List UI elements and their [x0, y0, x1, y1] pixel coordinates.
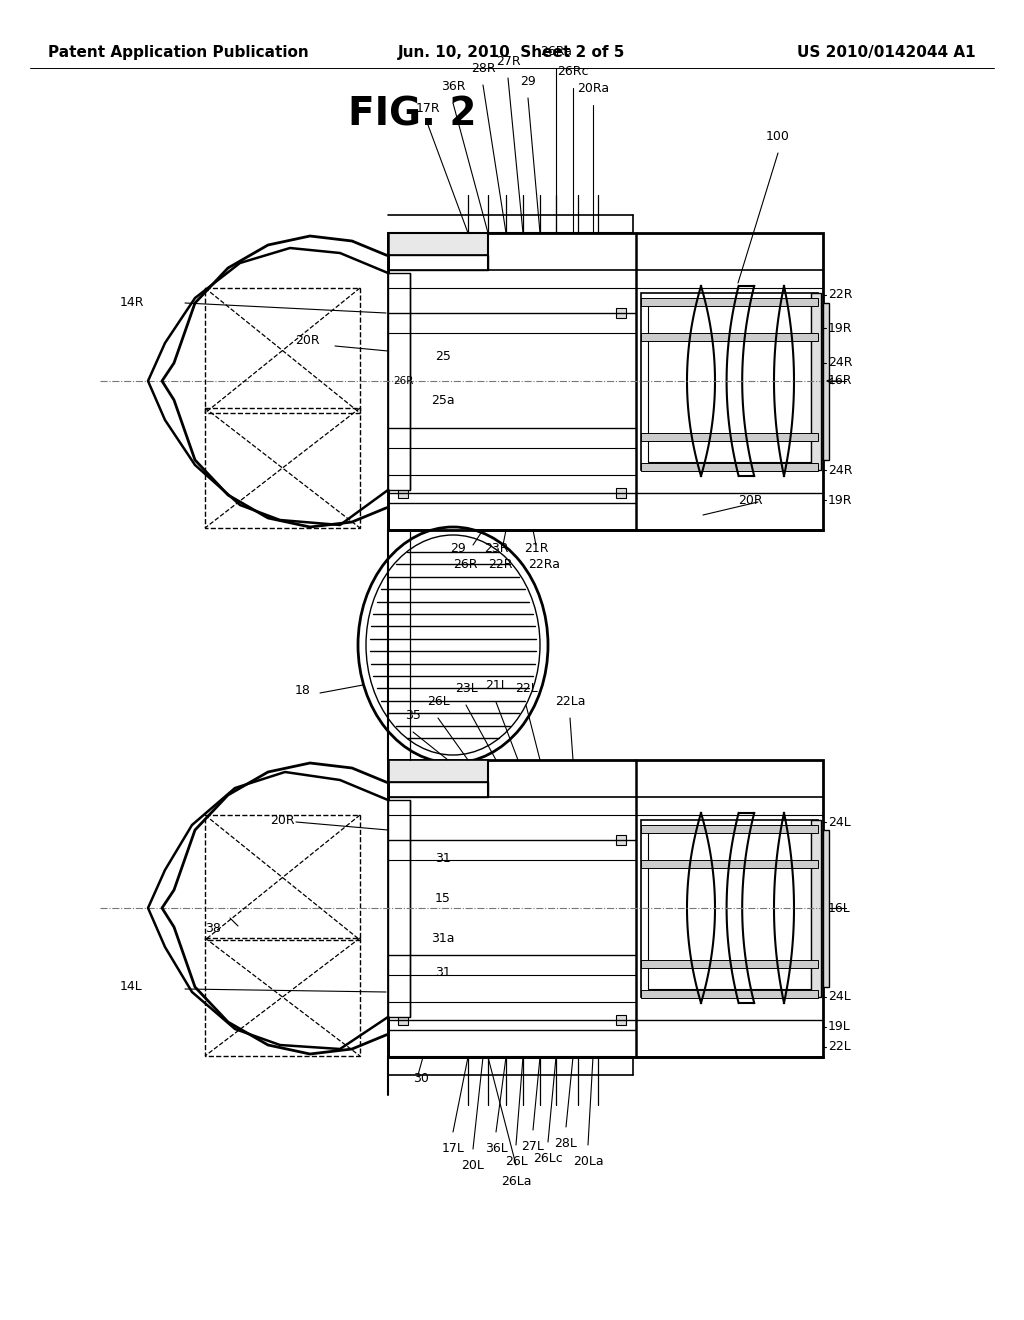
- Bar: [398, 488, 408, 498]
- Text: 24L: 24L: [828, 990, 851, 1003]
- Text: 14R: 14R: [120, 297, 144, 309]
- Text: 22R: 22R: [828, 289, 853, 301]
- Text: 29: 29: [520, 75, 536, 88]
- Bar: [616, 1015, 626, 1026]
- Text: 29: 29: [451, 541, 466, 554]
- Bar: [388, 234, 488, 255]
- Bar: [616, 488, 626, 498]
- Text: FIG. 2: FIG. 2: [348, 96, 476, 135]
- Text: 25a: 25a: [431, 395, 455, 408]
- Bar: [616, 308, 626, 318]
- Bar: [205, 408, 360, 528]
- Bar: [641, 990, 818, 998]
- Text: 24R: 24R: [828, 356, 853, 370]
- Text: 26R: 26R: [453, 558, 477, 572]
- Bar: [388, 800, 410, 1016]
- Bar: [641, 433, 818, 441]
- Text: 35: 35: [406, 709, 421, 722]
- Bar: [641, 463, 818, 471]
- Text: US 2010/0142044 A1: US 2010/0142044 A1: [798, 45, 976, 59]
- Text: 17R: 17R: [416, 102, 440, 115]
- Bar: [641, 960, 818, 968]
- Text: 22L: 22L: [828, 1040, 851, 1053]
- Text: 22La: 22La: [555, 696, 586, 708]
- Bar: [388, 760, 488, 781]
- Text: 27L: 27L: [521, 1140, 545, 1152]
- Bar: [205, 288, 360, 413]
- Text: 22L: 22L: [515, 682, 538, 696]
- Text: 26L: 26L: [427, 696, 450, 708]
- Bar: [398, 308, 408, 318]
- Bar: [388, 760, 823, 1057]
- Bar: [641, 861, 818, 869]
- Text: Patent Application Publication: Patent Application Publication: [48, 45, 309, 59]
- Text: 16L: 16L: [828, 902, 851, 915]
- Text: 38: 38: [205, 921, 221, 935]
- Bar: [811, 293, 821, 470]
- Text: 17L: 17L: [441, 1142, 465, 1155]
- Text: 26R: 26R: [393, 376, 414, 385]
- Text: 26Ra: 26Ra: [540, 45, 572, 58]
- Bar: [388, 234, 823, 531]
- Bar: [648, 301, 811, 462]
- Text: 27R: 27R: [496, 55, 520, 69]
- Text: 20R: 20R: [270, 813, 295, 826]
- Text: 26Lc: 26Lc: [534, 1152, 563, 1166]
- Text: 31: 31: [435, 966, 451, 979]
- Text: 19R: 19R: [828, 494, 853, 507]
- Bar: [616, 836, 626, 845]
- Text: 22Ra: 22Ra: [528, 558, 560, 572]
- Text: 20Ra: 20Ra: [577, 82, 609, 95]
- Bar: [388, 273, 410, 490]
- Text: 15: 15: [435, 891, 451, 904]
- Text: 23R: 23R: [483, 541, 508, 554]
- Text: 36L: 36L: [484, 1142, 507, 1155]
- Text: 24R: 24R: [828, 463, 853, 477]
- Bar: [641, 333, 818, 341]
- Bar: [641, 293, 818, 470]
- Ellipse shape: [366, 535, 540, 755]
- Ellipse shape: [358, 527, 548, 763]
- Text: 19R: 19R: [828, 322, 853, 334]
- Text: 20La: 20La: [572, 1155, 603, 1168]
- Bar: [388, 781, 488, 797]
- Text: 20L: 20L: [462, 1159, 484, 1172]
- Text: 18: 18: [295, 684, 311, 697]
- Text: 19L: 19L: [828, 1020, 851, 1034]
- Text: 100: 100: [766, 129, 790, 143]
- Text: 28R: 28R: [471, 62, 496, 75]
- Bar: [648, 828, 811, 989]
- Text: 21L: 21L: [484, 678, 507, 692]
- Bar: [398, 1015, 408, 1026]
- Bar: [388, 255, 488, 271]
- Text: 23L: 23L: [455, 682, 477, 696]
- Text: 31a: 31a: [431, 932, 455, 945]
- Text: 30: 30: [413, 1072, 429, 1085]
- Bar: [205, 939, 360, 1056]
- Text: 28L: 28L: [555, 1137, 578, 1150]
- Text: 21R: 21R: [523, 541, 548, 554]
- Text: 22R: 22R: [488, 558, 512, 572]
- Text: 20R: 20R: [295, 334, 319, 347]
- Bar: [811, 820, 821, 997]
- Text: 36R: 36R: [440, 81, 465, 92]
- Text: 26L: 26L: [505, 1155, 527, 1168]
- Bar: [641, 825, 818, 833]
- Bar: [205, 814, 360, 940]
- Text: 20R: 20R: [738, 494, 763, 507]
- Text: 31: 31: [435, 851, 451, 865]
- Bar: [823, 304, 829, 459]
- Text: 14L: 14L: [120, 981, 142, 994]
- Text: Jun. 10, 2010  Sheet 2 of 5: Jun. 10, 2010 Sheet 2 of 5: [398, 45, 626, 59]
- Bar: [641, 820, 818, 997]
- Text: 25: 25: [435, 350, 451, 363]
- Text: 24L: 24L: [828, 816, 851, 829]
- Text: 16R: 16R: [828, 375, 853, 388]
- Bar: [398, 836, 408, 845]
- Bar: [641, 298, 818, 306]
- Text: 26La: 26La: [501, 1175, 531, 1188]
- Text: 26Rc: 26Rc: [557, 65, 589, 78]
- Bar: [823, 830, 829, 987]
